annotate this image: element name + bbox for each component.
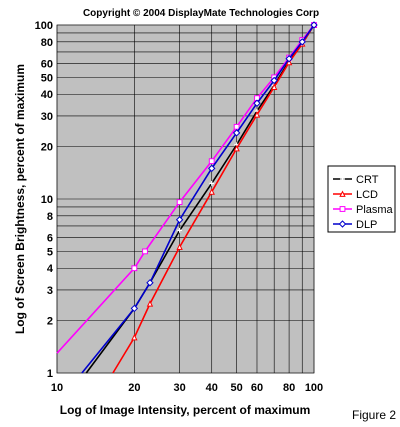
legend-item-dlp: DLP	[333, 219, 377, 231]
x-tick-label: 50	[231, 382, 243, 394]
dlp-point	[270, 76, 278, 85]
crt-point	[177, 227, 183, 233]
y-tick-label: 30	[41, 111, 53, 123]
lcd-point	[253, 111, 261, 118]
lcd-point	[233, 145, 240, 152]
legend-item-plasma: Plasma	[333, 204, 394, 216]
dlp-point	[208, 164, 216, 173]
x-tick-label: 30	[173, 382, 185, 394]
x-tick-label: 80	[283, 382, 295, 394]
legend-marker	[338, 220, 347, 228]
legend-marker	[340, 176, 345, 182]
plasma-point	[131, 265, 138, 272]
x-tick-label: 20	[128, 382, 140, 394]
plasma-point	[142, 248, 148, 255]
y-tick-label: 4	[47, 263, 54, 275]
plot-area	[56, 21, 318, 374]
crt-point	[209, 180, 215, 186]
y-tick-label: 5	[47, 246, 53, 258]
dlp-point	[232, 129, 241, 137]
y-tick-label: 3	[47, 285, 53, 297]
series-lines	[56, 21, 318, 374]
legend-item-lcd: LCD	[333, 189, 378, 201]
x-axis-ticks: 10 20 30 40 50 60 80 100	[51, 382, 323, 394]
dlp-point	[253, 99, 261, 107]
dlp-point	[130, 304, 139, 313]
x-tick-label: 10	[51, 382, 63, 394]
legend-label: LCD	[356, 189, 378, 201]
y-tick-label: 20	[41, 142, 53, 154]
legend-label: CRT	[356, 174, 379, 186]
legend-box	[327, 165, 396, 233]
legend-label: DLP	[356, 219, 377, 231]
lcd-point	[270, 83, 278, 90]
y-tick-label: 80	[41, 37, 53, 49]
y-tick-label: 2	[47, 316, 53, 328]
dlp-point	[310, 21, 318, 29]
legend-item-crt: CRT	[333, 174, 379, 186]
chart-title: Copyright © 2004 DisplayMate Technologie…	[83, 8, 319, 19]
y-tick-label: 100	[35, 20, 53, 32]
legend: CRT LCD Plasma DLP	[327, 165, 396, 233]
plasma-point	[233, 123, 240, 130]
lcd-point	[146, 300, 154, 307]
y-axis-title: Log of Screen Brightness, percent of max…	[13, 64, 27, 334]
x-tick-label: 100	[305, 382, 323, 394]
lcd-point	[131, 333, 138, 341]
y-tick-label: 10	[41, 194, 53, 206]
x-tick-label: 40	[206, 382, 218, 394]
x-axis-title: Log of Image Intensity, percent of maxim…	[60, 403, 310, 417]
plasma-point	[176, 199, 183, 205]
x-tick-label: 60	[251, 382, 263, 394]
dlp-series	[81, 21, 318, 374]
lcd-point	[176, 243, 183, 250]
y-tick-label: 8	[47, 211, 53, 223]
dlp-point	[146, 279, 154, 287]
y-tick-label: 1	[47, 368, 53, 380]
grid-lines	[56, 24, 315, 374]
legend-marker	[339, 206, 346, 212]
y-tick-label: 50	[41, 72, 53, 84]
plasma-point	[208, 158, 215, 165]
legend-marker	[339, 190, 346, 197]
y-tick-label: 40	[41, 89, 53, 101]
y-tick-label: 6	[47, 233, 53, 245]
figure-label: Figure 2	[352, 408, 396, 422]
dlp-point	[175, 216, 184, 224]
dlp-point	[298, 38, 306, 46]
dlp-point	[285, 55, 293, 63]
legend-label: Plasma	[356, 204, 394, 216]
y-tick-label: 60	[41, 59, 53, 71]
lcd-point	[208, 188, 215, 195]
